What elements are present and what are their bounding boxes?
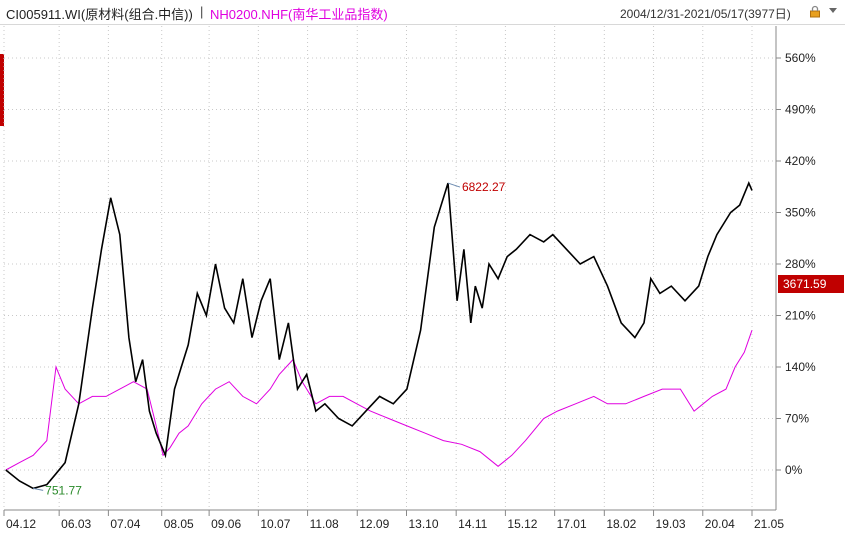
x-tick-label: 14.11: [458, 517, 487, 531]
annotations: 6822.27 751.77 3671.59: [33, 180, 844, 497]
x-tick-label: 20.04: [705, 517, 735, 531]
chart-header: CI005911.WI(原材料(组合.中信)) | NH0200.NHF(南华工…: [0, 0, 845, 25]
min-pointer: [33, 487, 44, 491]
x-tick-label: 08.05: [164, 517, 194, 531]
series-a-title[interactable]: CI005911.WI(原材料(组合.中信)): [6, 7, 193, 22]
title-separator: |: [200, 4, 204, 19]
y-tick-label: 140%: [785, 360, 816, 374]
x-tick-label: 04.12: [6, 517, 36, 531]
x-tick-label: 21.05: [754, 517, 784, 531]
series-b-line: [5, 330, 753, 471]
x-tick-label: 19.03: [656, 517, 686, 531]
x-tick-label: 15.12: [507, 517, 537, 531]
x-tick-label: 12.09: [359, 517, 389, 531]
left-marker: [0, 54, 4, 126]
y-tick-label: 350%: [785, 206, 816, 220]
x-tick-label: 07.04: [110, 517, 140, 531]
y-tick-label: 70%: [785, 412, 809, 426]
dropdown-icon[interactable]: [826, 5, 840, 19]
y-tick-label: 490%: [785, 103, 816, 117]
x-tick-label: 13.10: [408, 517, 438, 531]
max-label: 6822.27: [462, 180, 506, 194]
y-tick-label: 420%: [785, 154, 816, 168]
x-tick-label: 17.01: [557, 517, 587, 531]
x-tick-label: 10.07: [260, 517, 290, 531]
x-axis-ticks: 04.12 06.03 07.04 08.05 09.06 10.07 11.08 12.09…: [3, 510, 784, 531]
y-tick-label: 560%: [785, 51, 816, 65]
last-value-badge: [778, 275, 844, 293]
y-tick-label: 0%: [785, 463, 803, 477]
min-label: 751.77: [45, 483, 82, 497]
lock-icon[interactable]: [808, 5, 822, 19]
y-tick-label: 210%: [785, 309, 816, 323]
series-b-title[interactable]: NH0200.NHF(南华工业品指数): [210, 7, 388, 22]
x-tick-label: 06.03: [61, 517, 91, 531]
date-range[interactable]: 2004/12/31-2021/05/17(3977日): [620, 7, 791, 21]
series-a-line: [5, 181, 753, 490]
last-value-label: 3671.59: [783, 277, 827, 291]
y-axis-ticks: 0% 70% 140% 210% 280% 350% 420% 490% 560%: [776, 51, 816, 477]
x-tick-label: 18.02: [606, 517, 636, 531]
x-tick-label: 11.08: [310, 517, 339, 531]
grid-lines: [3, 26, 776, 510]
max-pointer: [447, 182, 461, 188]
x-tick-label: 09.06: [211, 517, 241, 531]
y-tick-label: 280%: [785, 257, 816, 271]
